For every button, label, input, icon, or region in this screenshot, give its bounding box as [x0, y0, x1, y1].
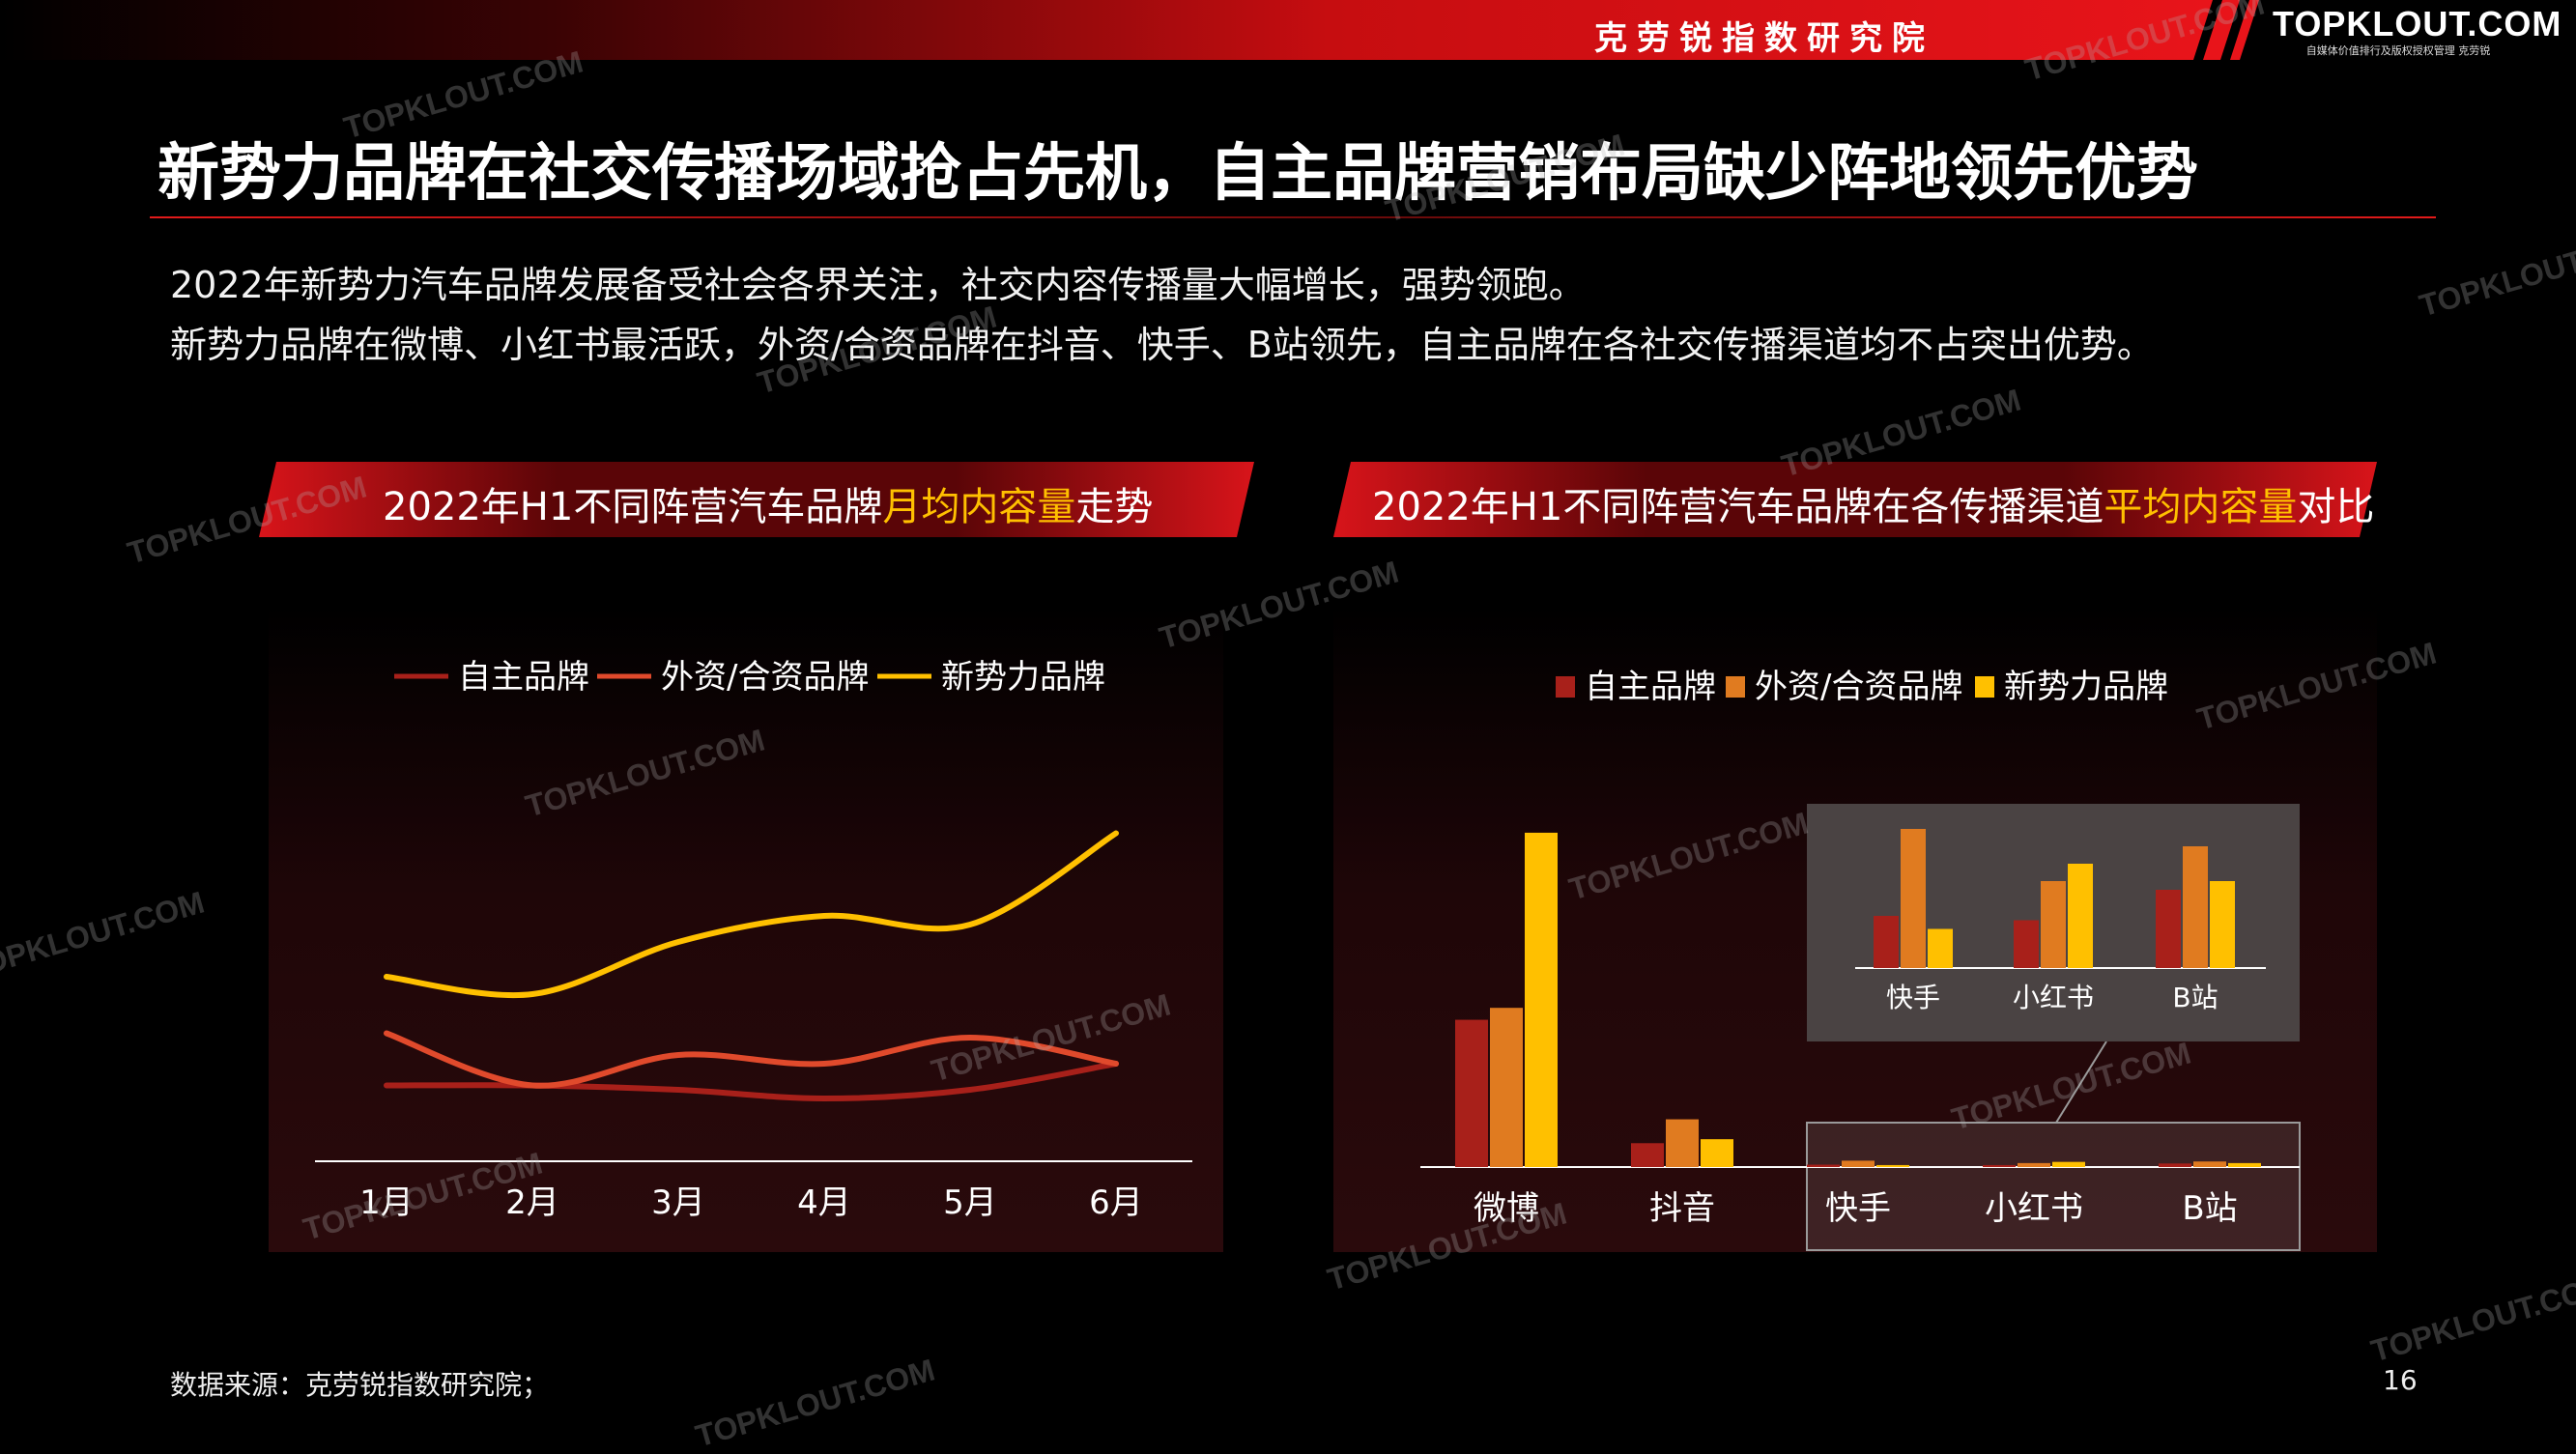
right-title-pre: 2022年H1不同阵营汽车品牌在各传播渠道	[1372, 485, 2104, 529]
top-banner-shape	[0, 0, 2576, 64]
x-tick-label: 抖音	[1649, 1189, 1715, 1228]
bar	[1842, 1160, 1875, 1167]
x-tick-label: 5月	[943, 1183, 997, 1222]
series-line	[386, 834, 1116, 996]
bar	[1490, 1008, 1523, 1167]
line-chart-panel: 自主品牌 外资/合资品牌 新势力品牌 1月 2月 3月 4月 5月 6月	[269, 605, 1223, 1252]
description-line-1: 2022年新势力汽车品牌发展备受社会各界关注，社交内容传播量大幅增长，强势领跑。	[170, 255, 1586, 308]
bar	[2159, 1163, 2191, 1167]
inset-bar	[1928, 929, 1953, 969]
x-tick-label: 微博	[1474, 1189, 1539, 1228]
right-title-post: 对比	[2297, 485, 2374, 529]
x-tick-label: B站	[2182, 1189, 2237, 1228]
logo-subtext: 自媒体价值排行及版权授权管理 克劳锐	[2273, 43, 2524, 58]
small-values-highlight-box	[1807, 1123, 2300, 1250]
bar	[1631, 1143, 1664, 1167]
line-chart: 自主品牌 外资/合资品牌 新势力品牌 1月 2月 3月 4月 5月 6月	[269, 605, 1223, 1252]
description-line-2: 新势力品牌在微博、小红书最活跃，外资/合资品牌在抖音、快手、B站领先，自主品牌在…	[170, 315, 2154, 368]
bar	[1983, 1165, 2016, 1167]
left-chart-title-ribbon: 2022年H1不同阵营汽车品牌月均内容量走势	[259, 462, 1254, 537]
right-title-highlight: 平均内容量	[2104, 485, 2297, 529]
bar	[1525, 833, 1558, 1167]
right-chart-title: 2022年H1不同阵营汽车品牌在各传播渠道平均内容量对比	[1372, 475, 2374, 531]
inset-bar	[1874, 916, 1899, 968]
inset-bar	[2183, 846, 2208, 968]
watermark: TOPKLOUT.COM	[0, 885, 209, 987]
page-number: 16	[2383, 1364, 2418, 1396]
logo-text: TOPKLOUT.COM	[2273, 4, 2524, 44]
inset-bar	[2041, 881, 2066, 968]
inset-bar	[2014, 921, 2039, 969]
x-tick-label: 小红书	[1985, 1189, 2083, 1228]
left-chart-title: 2022年H1不同阵营汽车品牌月均内容量走势	[383, 475, 1153, 531]
watermark: TOPKLOUT.COM	[2416, 222, 2576, 325]
bar	[2052, 1162, 2085, 1167]
legend-swatch	[1726, 676, 1745, 698]
legend-label: 外资/合资品牌	[1755, 668, 1962, 706]
x-tick-label: 2月	[505, 1183, 559, 1222]
inset-bar	[2210, 881, 2235, 968]
legend-label: 自主品牌	[458, 658, 589, 697]
x-tick-label: 6月	[1089, 1183, 1143, 1222]
inset-tick-label: 小红书	[2013, 982, 2094, 1013]
topklout-logo: TOPKLOUT.COM 自媒体价值排行及版权授权管理 克劳锐	[2273, 4, 2524, 58]
bar	[2228, 1163, 2261, 1167]
series-line	[386, 1034, 1116, 1086]
right-chart-title-ribbon: 2022年H1不同阵营汽车品牌在各传播渠道平均内容量对比	[1333, 462, 2377, 537]
watermark: TOPKLOUT.COM	[2367, 1268, 2576, 1370]
x-tick-label: 1月	[359, 1183, 414, 1222]
series-line	[386, 1064, 1116, 1098]
left-title-pre: 2022年H1不同阵营汽车品牌	[383, 485, 882, 529]
bar	[1701, 1139, 1733, 1167]
data-source: 数据来源：克劳锐指数研究院；	[170, 1364, 549, 1403]
watermark: TOPKLOUT.COM	[692, 1353, 939, 1454]
legend-label: 新势力品牌	[2004, 668, 2168, 706]
bar	[1455, 1020, 1488, 1167]
bar	[1876, 1165, 1909, 1167]
bar	[1666, 1120, 1699, 1167]
bar	[2193, 1161, 2226, 1167]
x-tick-label: 3月	[651, 1183, 705, 1222]
title-divider	[150, 216, 2436, 218]
inset-tick-label: 快手	[1886, 982, 1940, 1013]
legend-swatch	[1556, 676, 1575, 698]
bar	[1807, 1165, 1840, 1167]
inset-bar	[2156, 890, 2181, 968]
left-title-post: 走势	[1075, 485, 1153, 529]
x-tick-label: 4月	[797, 1183, 851, 1222]
inset-tick-label: B站	[2172, 982, 2218, 1013]
legend-label: 自主品牌	[1585, 668, 1716, 706]
inset-bar	[2068, 864, 2093, 968]
legend-swatch	[1975, 676, 1994, 698]
institute-name: 克劳锐指数研究院	[1594, 12, 1934, 59]
page-title: 新势力品牌在社交传播场域抢占先机，自主品牌营销布局缺少阵地领先优势	[157, 124, 2198, 213]
bar	[2018, 1163, 2050, 1167]
top-banner: 克劳锐指数研究院 TOPKLOUT.COM 自媒体价值排行及版权授权管理 克劳锐	[0, 0, 2576, 64]
inset-connector	[2056, 1041, 2106, 1123]
legend-label: 新势力品牌	[941, 658, 1105, 697]
left-title-highlight: 月均内容量	[882, 485, 1075, 529]
x-tick-label: 快手	[1825, 1189, 1891, 1228]
inset-bar	[1901, 829, 1926, 968]
legend-label: 外资/合资品牌	[661, 658, 869, 697]
